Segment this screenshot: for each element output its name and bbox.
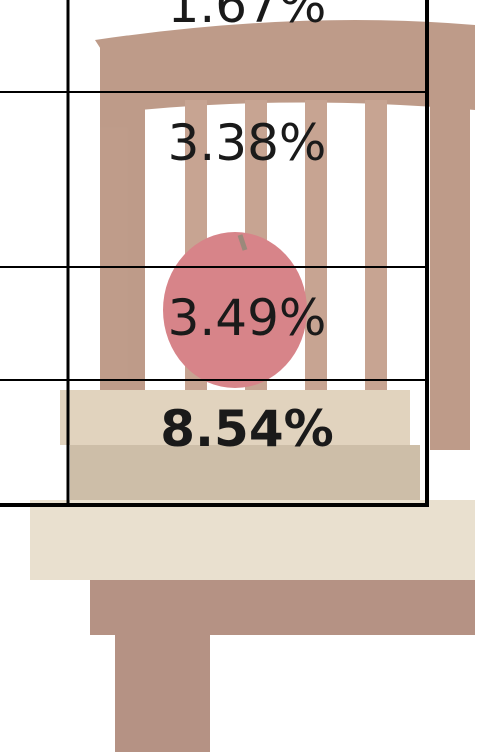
cell-text: 3.38%	[168, 114, 327, 172]
table	[0, 0, 429, 507]
total-cell-text: 8.54%	[160, 400, 333, 458]
background-image	[30, 20, 475, 752]
cell-text: 3.49%	[168, 289, 327, 347]
cell-text: 1.67%	[168, 0, 327, 34]
